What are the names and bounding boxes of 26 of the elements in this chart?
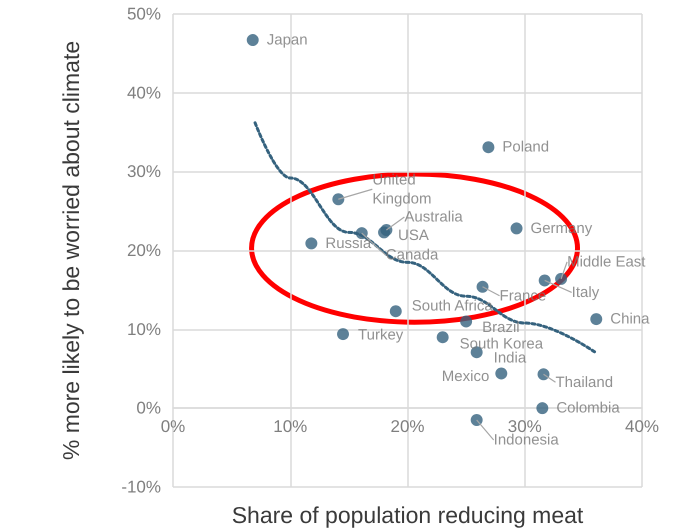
x-tick-label: 10% [273, 417, 308, 436]
y-tick-label: 10% [126, 320, 161, 339]
y-tick-label: 20% [126, 241, 161, 260]
y-tick-label: -10% [121, 478, 161, 496]
annotation: South Africa [412, 298, 494, 315]
annotation: USA [398, 226, 429, 244]
x-tick-label: 0% [160, 417, 186, 436]
y-axis-title: % more likely to be worried about climate [58, 40, 84, 460]
y-tick-label: 30% [126, 162, 161, 182]
annotation: Mexico [442, 368, 490, 385]
annotation: Brazil [482, 318, 520, 336]
annotation: Russia [325, 234, 372, 252]
annotation: Thailand [556, 374, 614, 391]
annotation: Turkey [358, 326, 404, 344]
y-tick-label: 40% [126, 83, 161, 102]
annotation: Japan [266, 32, 308, 49]
annotation: Australia [404, 208, 464, 226]
x-tick-label: 20% [390, 417, 425, 436]
annotation: Poland [502, 138, 550, 156]
x-tick-label: 40% [624, 417, 660, 436]
y-tick-label: 50% [126, 4, 161, 24]
annotation: Italy [572, 284, 600, 301]
x-axis-title: Share of population reducing meat [232, 502, 584, 528]
annotation: Colombia [556, 400, 620, 417]
y-tick-label: 0% [136, 398, 161, 418]
annotation: China [610, 310, 650, 328]
